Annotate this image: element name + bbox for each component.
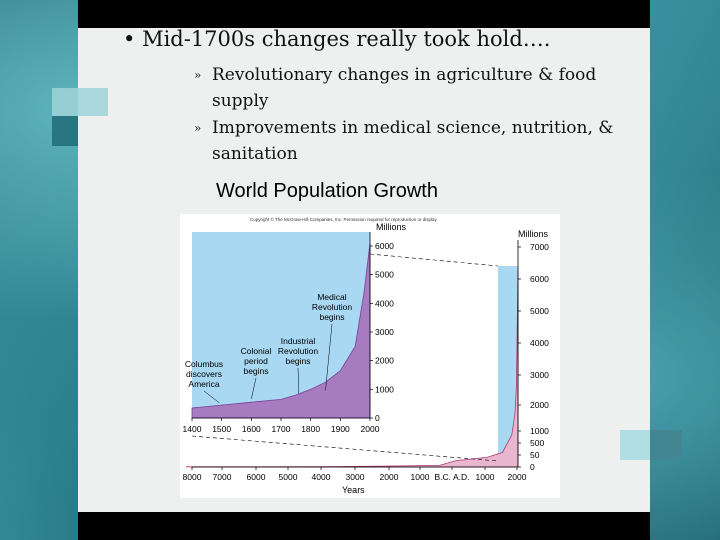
annotation-pointer xyxy=(325,323,333,391)
bottom-x-tick-label: 8000 xyxy=(183,472,202,482)
decor-square xyxy=(52,88,108,116)
top-x-tick-label: 1600 xyxy=(242,424,261,434)
top-x-tick-label: 1800 xyxy=(301,424,320,434)
bottom-x-tick-label: 1000 xyxy=(411,472,430,482)
sub-marker: » xyxy=(194,121,202,135)
bottom-y-tick-label: 1000 xyxy=(530,426,549,436)
bottom-x-tick-label: 5000 xyxy=(279,472,298,482)
bottom-x-tick-label: 3000 xyxy=(346,472,365,482)
annotation-label: begins xyxy=(319,312,344,322)
annotation-label: discovers xyxy=(186,369,222,379)
annotation-pointer xyxy=(297,367,300,394)
annotation-label: Medical xyxy=(317,292,346,302)
top-black-bar xyxy=(78,0,650,28)
bottom-x-tick-label: B.C. A.D. xyxy=(435,472,470,482)
top-y-tick-label: 0 xyxy=(375,413,380,423)
bottom-highlight-band xyxy=(498,266,518,467)
top-x-tick-label: 2000 xyxy=(361,424,380,434)
bottom-x-tick-label: 2000 xyxy=(380,472,399,482)
top-x-tick-label: 1500 xyxy=(212,424,231,434)
bottom-y-tick-label: 0 xyxy=(530,462,535,472)
decor-square xyxy=(650,430,682,460)
bottom-y-tick-label: 5000 xyxy=(530,306,549,316)
subpoint-line: sanitation xyxy=(212,144,298,164)
bottom-y-tick-label: 6000 xyxy=(530,274,549,284)
annotation-label: period xyxy=(244,356,268,366)
bottom-y-tick-label: 7000 xyxy=(530,242,549,252)
annotation-label: Industrial xyxy=(281,336,316,346)
bottom-y-tick-label: 500 xyxy=(530,438,544,448)
annotation-pointer xyxy=(203,390,220,403)
connector-line xyxy=(369,253,499,267)
top-x-tick-label: 1900 xyxy=(331,424,350,434)
bottom-y-tick-label: 50 xyxy=(530,450,540,460)
top-y-tick-label: 3000 xyxy=(375,327,394,337)
population-chart: Copyright © The McGraw-Hill Companies, I… xyxy=(180,214,560,498)
top-x-tick-label: 1400 xyxy=(183,424,202,434)
top-series-area xyxy=(191,243,371,419)
bottom-x-tick-label: 6000 xyxy=(247,472,266,482)
subpoint-line: Revolutionary changes in agriculture & f… xyxy=(212,65,597,85)
annotation-label: America xyxy=(188,379,219,389)
annotation-label: Revolution xyxy=(312,302,352,312)
bottom-x-tick-label: 7000 xyxy=(213,472,232,482)
bottom-y-tick-label: 4000 xyxy=(530,338,549,348)
subpoint-line: supply xyxy=(212,91,269,111)
annotation-label: begins xyxy=(285,356,310,366)
subpoint-1: » Revolutionary changes in agriculture &… xyxy=(194,62,597,114)
top-y-tick-label: 5000 xyxy=(375,270,394,280)
top-x-tick-label: 1700 xyxy=(272,424,291,434)
top-y-tick-label: 6000 xyxy=(375,241,394,251)
bottom-x-tick-label: 4000 xyxy=(312,472,331,482)
sub-marker: » xyxy=(194,68,202,82)
chart-title: World Population Growth xyxy=(216,180,438,202)
bottom-x-tick-label: 1000 xyxy=(476,472,495,482)
bottom-black-bar xyxy=(78,512,650,540)
top-y-label: Millions xyxy=(376,222,407,232)
bottom-y-tick-label: 3000 xyxy=(530,370,549,380)
bottom-x-tick-label: 2000 xyxy=(508,472,527,482)
subpoint-2: » Improvements in medical science, nutri… xyxy=(194,115,614,167)
annotation-pointer xyxy=(251,377,257,400)
main-bullet: • Mid-1700s changes really took hold…. xyxy=(123,27,551,51)
annotation-label: Revolution xyxy=(278,346,318,356)
annotation-label: Columbus xyxy=(185,359,223,369)
main-bullet-text: Mid-1700s changes really took hold…. xyxy=(142,27,551,51)
subpoint-line: Improvements in medical science, nutriti… xyxy=(212,118,614,138)
top-y-tick-label: 1000 xyxy=(375,384,394,394)
x-axis-label: Years xyxy=(342,485,365,495)
bottom-y-tick-label: 2000 xyxy=(530,400,549,410)
annotation-label: Colonial xyxy=(241,346,272,356)
connector-line xyxy=(191,435,499,462)
annotation-label: begins xyxy=(243,366,268,376)
chart-copyright: Copyright © The McGraw-Hill Companies, I… xyxy=(250,216,438,222)
decor-square xyxy=(52,116,78,146)
bottom-y-label: Millions xyxy=(518,229,549,239)
top-y-tick-label: 4000 xyxy=(375,298,394,308)
top-y-tick-label: 2000 xyxy=(375,356,394,366)
